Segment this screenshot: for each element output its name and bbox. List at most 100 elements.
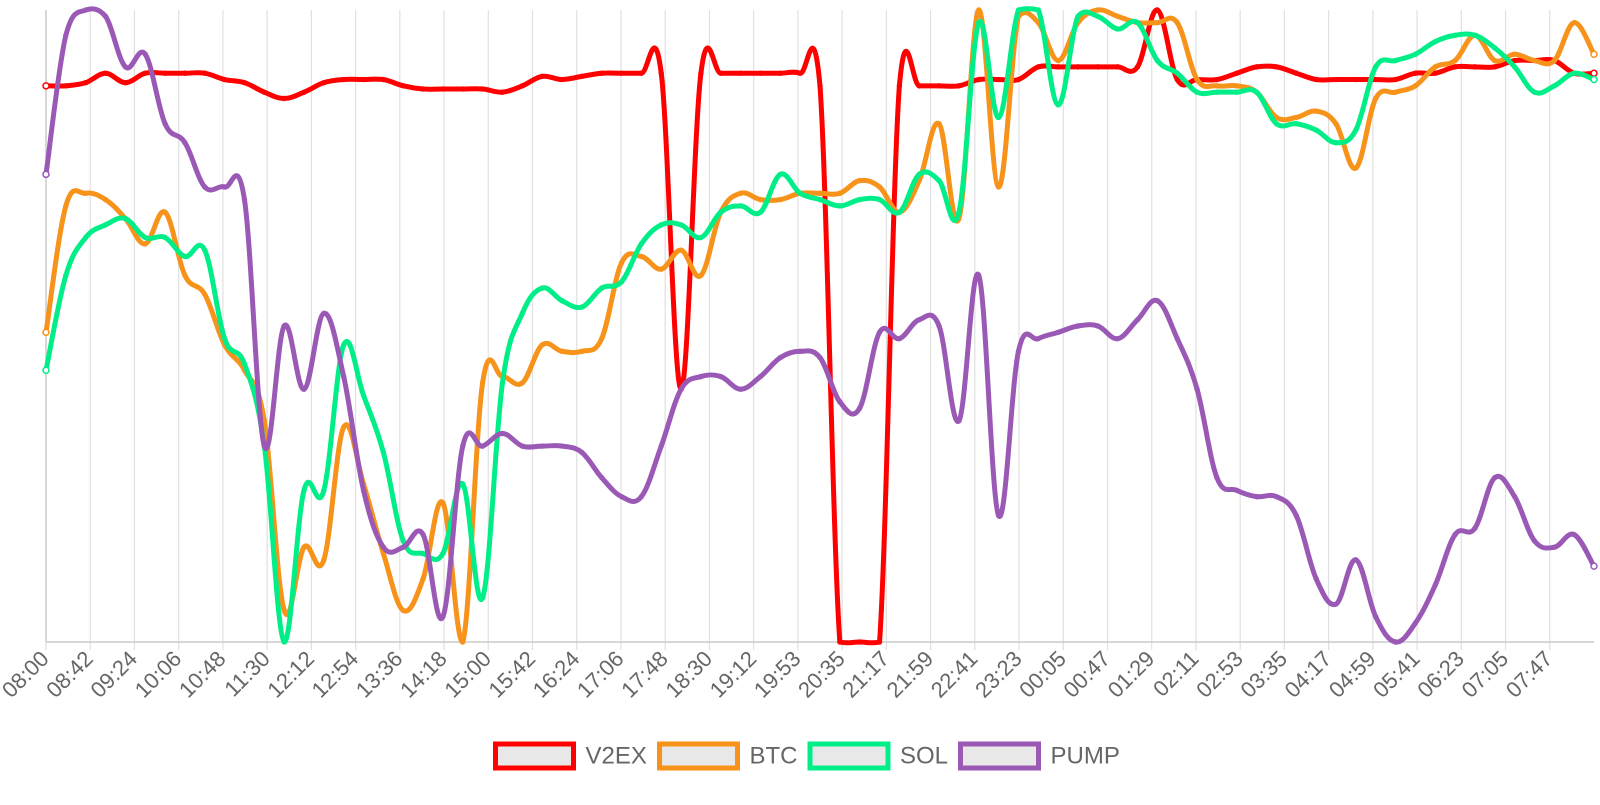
data-point-btc[interactable] <box>1333 121 1339 127</box>
data-point-sol[interactable] <box>221 335 228 342</box>
data-point-v2ex[interactable] <box>618 70 625 76</box>
data-point-pump[interactable] <box>1353 557 1359 563</box>
data-point-pump[interactable] <box>1492 474 1498 481</box>
data-point-v2ex[interactable] <box>1154 7 1161 13</box>
data-point-pump[interactable] <box>698 373 704 380</box>
data-point-btc[interactable] <box>559 348 565 354</box>
data-point-btc[interactable] <box>321 557 327 563</box>
data-point-btc[interactable] <box>837 190 843 196</box>
data-point-btc[interactable] <box>1214 83 1220 89</box>
data-point-pump[interactable] <box>638 493 645 500</box>
data-point-sol[interactable] <box>1372 64 1379 70</box>
data-point-btc[interactable] <box>440 500 446 506</box>
data-point-pump[interactable] <box>499 430 506 437</box>
data-point-sol[interactable] <box>63 272 69 279</box>
data-point-sol[interactable] <box>360 392 367 399</box>
data-point-v2ex[interactable] <box>1253 64 1260 70</box>
data-point-v2ex[interactable] <box>1492 64 1498 70</box>
data-point-pump[interactable] <box>519 443 526 449</box>
data-point-v2ex[interactable] <box>1015 76 1022 83</box>
data-point-v2ex[interactable] <box>976 76 982 83</box>
data-point-sol[interactable] <box>1531 89 1538 95</box>
legend-item-v2ex[interactable]: V2EX <box>493 741 647 771</box>
data-point-v2ex[interactable] <box>241 79 248 86</box>
data-point-v2ex[interactable] <box>1333 76 1339 83</box>
data-point-btc[interactable] <box>737 190 744 196</box>
data-point-sol[interactable] <box>1353 127 1359 133</box>
data-point-btc[interactable] <box>995 184 1002 190</box>
data-point-sol[interactable] <box>1174 70 1180 76</box>
data-point-v2ex[interactable] <box>142 70 148 76</box>
data-point-v2ex[interactable] <box>321 79 327 86</box>
data-point-pump[interactable] <box>221 184 228 190</box>
data-point-v2ex[interactable] <box>1432 70 1438 76</box>
data-point-btc[interactable] <box>777 196 784 203</box>
data-point-v2ex[interactable] <box>281 95 287 102</box>
data-point-v2ex[interactable] <box>360 76 367 83</box>
data-point-sol[interactable] <box>440 550 446 557</box>
data-point-v2ex[interactable] <box>837 639 843 645</box>
data-point-v2ex[interactable] <box>1095 64 1101 70</box>
data-point-sol[interactable] <box>1432 38 1438 45</box>
data-point-pump[interactable] <box>956 418 962 424</box>
data-point-pump[interactable] <box>618 493 625 500</box>
data-point-sol[interactable] <box>1293 121 1300 127</box>
data-point-pump[interactable] <box>1432 582 1438 588</box>
data-point-v2ex[interactable] <box>182 70 188 76</box>
data-point-v2ex[interactable] <box>301 89 307 95</box>
data-point-v2ex[interactable] <box>380 76 387 83</box>
data-point-v2ex[interactable] <box>261 89 268 95</box>
data-point-pump[interactable] <box>1452 531 1458 538</box>
data-point-btc[interactable] <box>420 576 426 582</box>
data-point-v2ex[interactable] <box>460 86 466 92</box>
data-point-sol[interactable] <box>579 304 585 310</box>
data-point-sol[interactable] <box>400 538 406 544</box>
data-point-sol[interactable] <box>1273 121 1280 127</box>
data-point-pump[interactable] <box>1253 493 1260 500</box>
data-point-pump[interactable] <box>876 329 883 336</box>
data-point-btc[interactable] <box>460 639 466 645</box>
data-point-pump[interactable] <box>63 32 69 38</box>
data-point-sol[interactable] <box>539 285 545 291</box>
data-point-sol[interactable] <box>1452 32 1458 38</box>
data-point-v2ex[interactable] <box>916 83 922 89</box>
data-point-pump[interactable] <box>1015 348 1022 354</box>
data-point-btc[interactable] <box>1095 7 1101 13</box>
data-point-pump[interactable] <box>737 386 744 392</box>
data-point-btc[interactable] <box>1174 19 1180 26</box>
data-point-pump[interactable] <box>1293 512 1300 519</box>
data-point-btc[interactable] <box>380 550 387 557</box>
data-point-btc[interactable] <box>1492 57 1498 64</box>
data-point-v2ex[interactable] <box>1055 64 1061 70</box>
data-point-sol[interactable] <box>856 196 863 203</box>
data-point-v2ex[interactable] <box>440 86 446 92</box>
data-point-v2ex[interactable] <box>1134 64 1141 70</box>
data-point-v2ex[interactable] <box>1353 76 1359 83</box>
data-point-v2ex[interactable] <box>221 76 228 83</box>
data-point-sol[interactable] <box>1313 127 1319 133</box>
data-point-sol[interactable] <box>241 361 248 367</box>
data-point-btc[interactable] <box>618 260 625 266</box>
data-point-btc[interactable] <box>42 328 50 337</box>
data-point-btc[interactable] <box>1511 51 1518 57</box>
data-point-sol[interactable] <box>281 639 287 645</box>
data-point-pump[interactable] <box>1273 493 1280 500</box>
data-point-sol[interactable] <box>598 285 605 291</box>
data-point-sol[interactable] <box>718 209 724 215</box>
data-point-sol[interactable] <box>202 247 208 253</box>
data-point-sol[interactable] <box>102 222 109 228</box>
data-point-pump[interactable] <box>182 140 188 146</box>
data-point-btc[interactable] <box>1571 19 1577 26</box>
data-point-btc[interactable] <box>1531 57 1538 64</box>
data-point-btc[interactable] <box>1372 95 1379 102</box>
data-point-v2ex[interactable] <box>82 79 89 86</box>
data-point-pump[interactable] <box>142 51 148 57</box>
data-point-pump[interactable] <box>896 335 903 342</box>
data-point-sol[interactable] <box>1095 13 1101 20</box>
data-point-btc[interactable] <box>1392 89 1399 95</box>
data-point-sol[interactable] <box>142 234 148 241</box>
data-point-sol[interactable] <box>956 209 962 215</box>
data-point-pump[interactable] <box>1234 487 1240 494</box>
data-point-btc[interactable] <box>281 607 287 614</box>
legend-item-btc[interactable]: BTC <box>657 741 798 771</box>
